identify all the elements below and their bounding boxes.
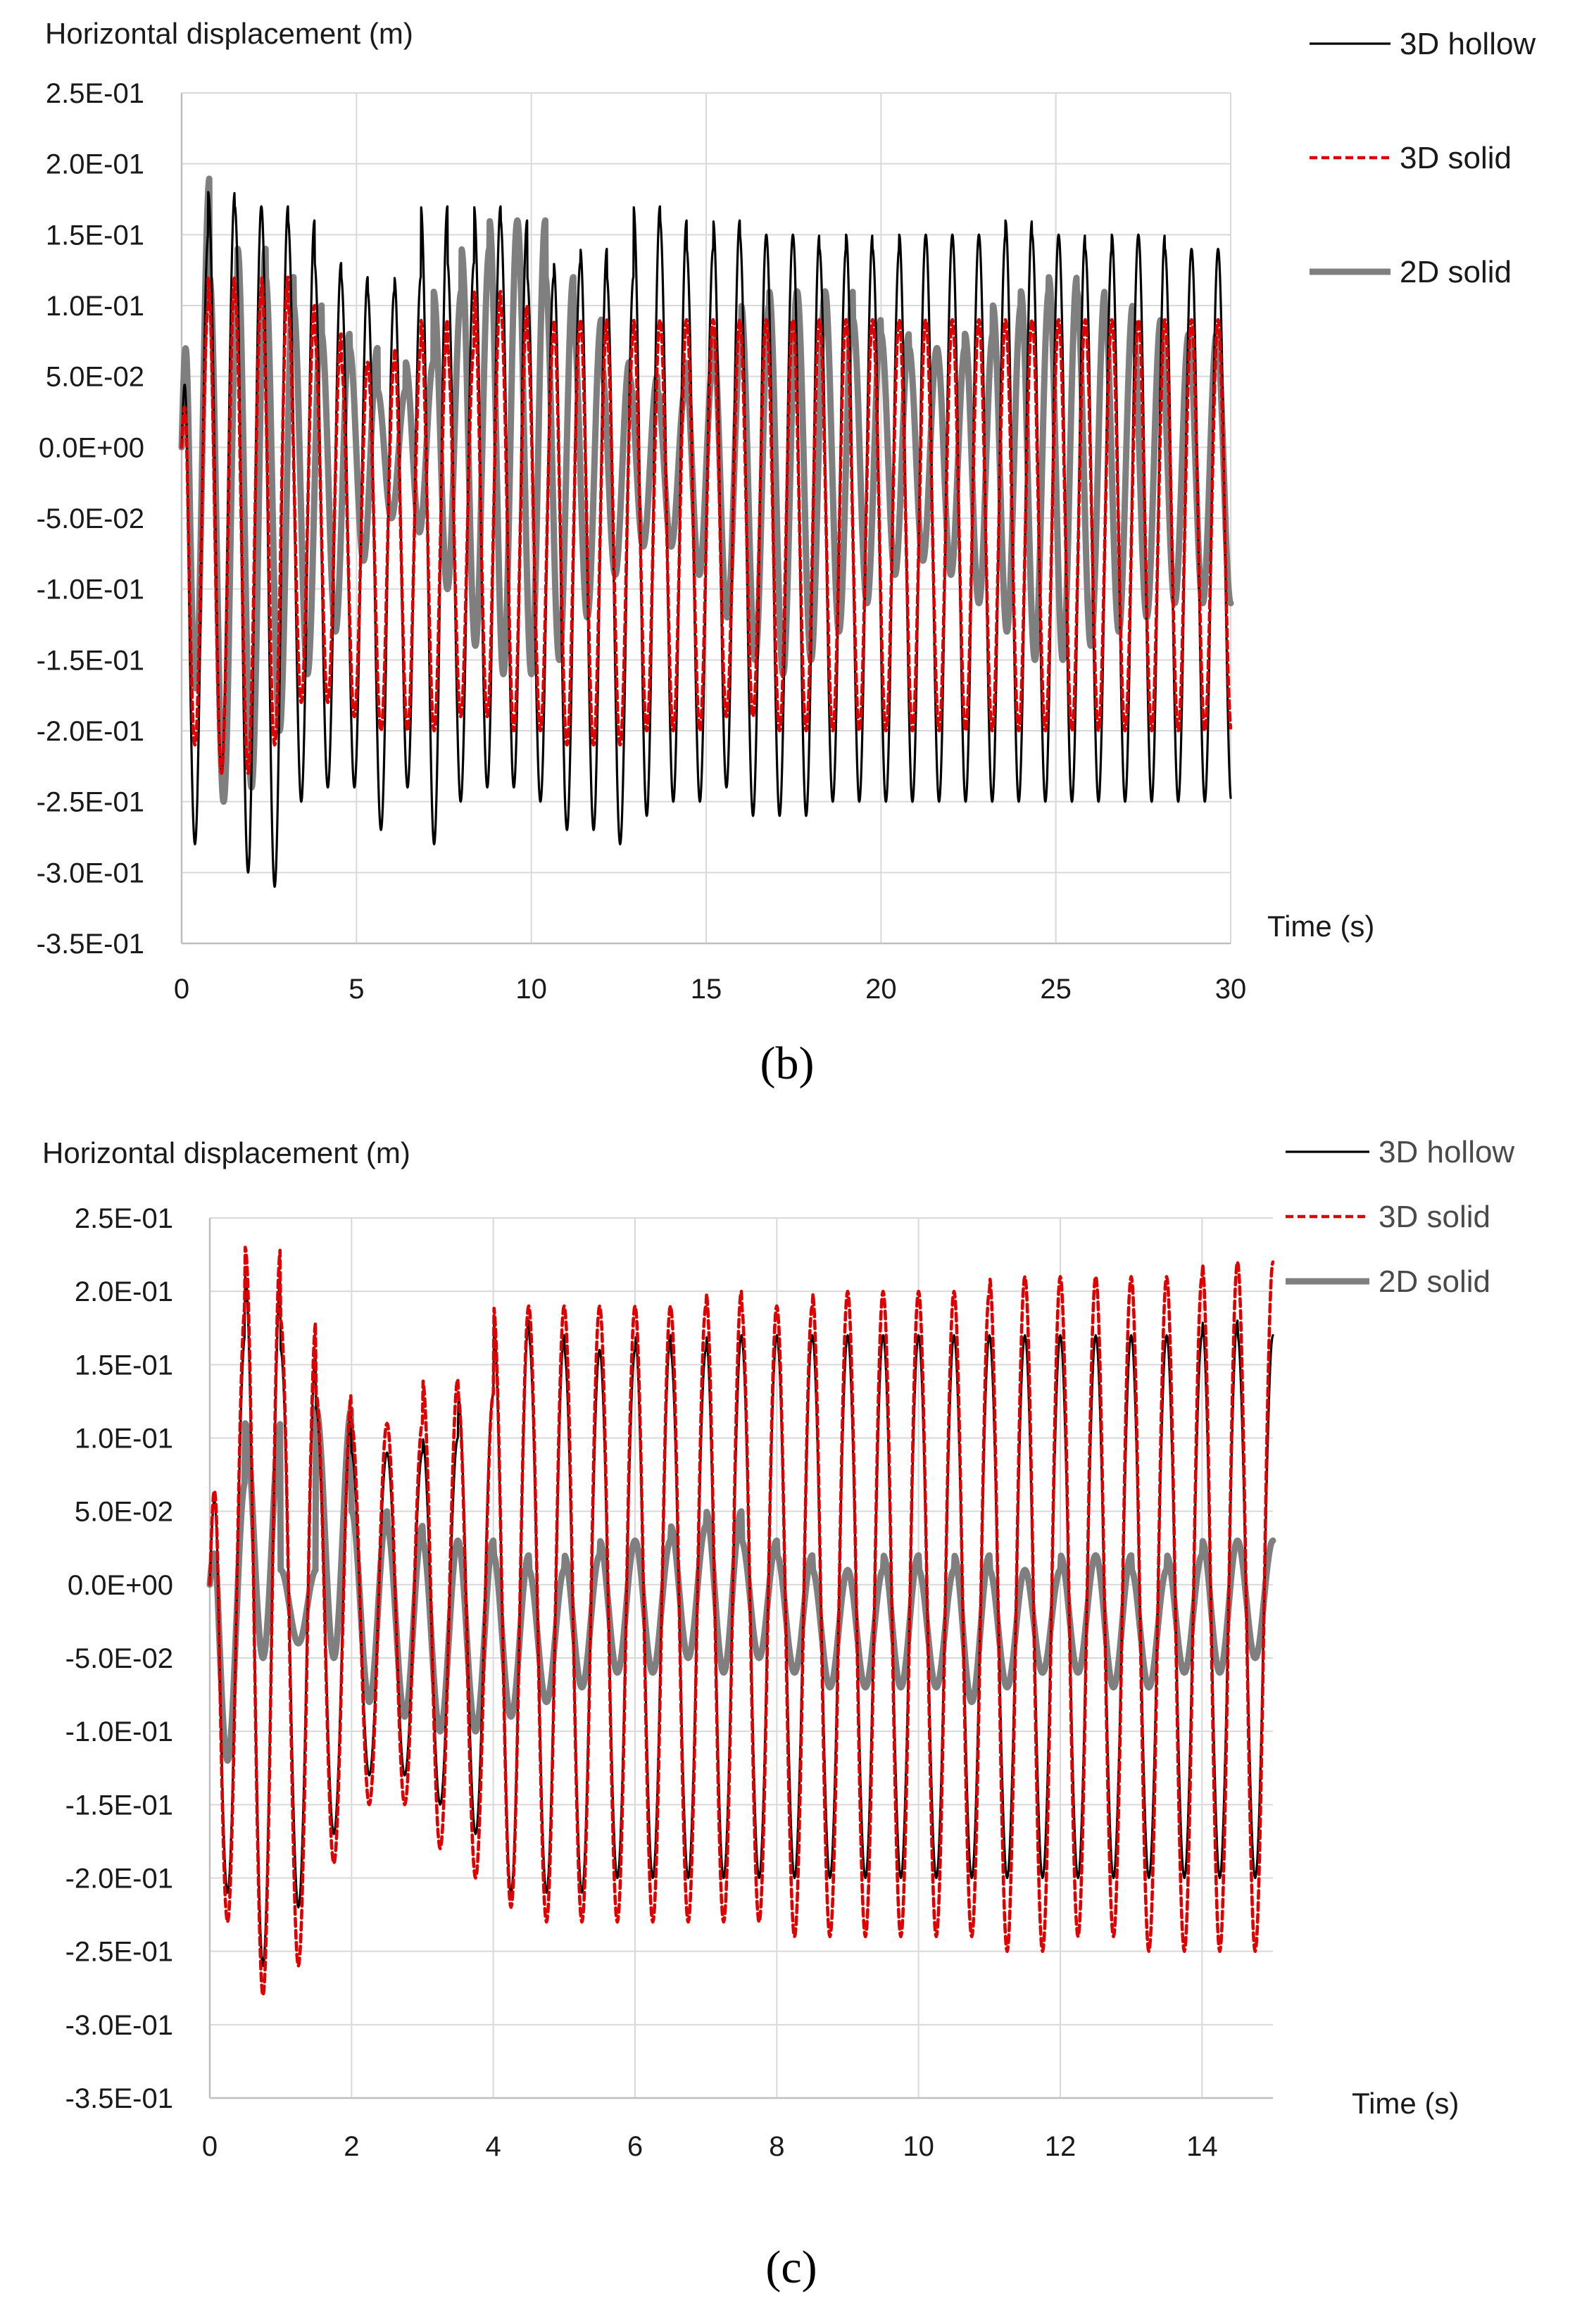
chart-c-x-axis-title: Time (s) (1352, 2087, 1459, 2120)
chart-b-y-tick-label: -2.0E-01 (37, 716, 144, 747)
chart-b-legend-label: 3D hollow (1400, 27, 1536, 61)
chart-c-y-tick-label: -3.5E-01 (65, 2083, 173, 2114)
chart-c: 2.5E-01 2.0E-01 1.5E-01 1.0E-01 5.0E-02 0.0E+… (42, 1135, 1514, 2293)
chart-b-y-tick-label: 5.0E-02 (46, 362, 144, 393)
chart-b-legend-label: 3D solid (1400, 141, 1512, 175)
chart-c-x-tick-label: 4 (486, 2131, 501, 2162)
chart-c-y-tick-label: -2.0E-01 (65, 1864, 173, 1895)
chart-b: 2.5E-01 2.0E-01 1.5E-01 1.0E-01 5.0E-02 0.0E+… (37, 17, 1536, 1089)
chart-c-series-3d-solid (208, 1245, 1275, 1997)
chart-c-series (206, 1245, 1276, 1997)
chart-c-y-tick-label: 5.0E-02 (75, 1497, 173, 1528)
chart-b-y-tick-label: -5.0E-02 (37, 503, 144, 534)
chart-c-axes (208, 1218, 1273, 2099)
chart-c-x-tick-label: 10 (903, 2131, 934, 2162)
chart-c-y-tick-label: -1.0E-01 (65, 1716, 173, 1747)
chart-b-y-tick-label: -1.0E-01 (37, 574, 144, 605)
chart-b-x-tick-label: 25 (1040, 974, 1072, 1005)
chart-c-y-tick-label: 0.0E+00 (68, 1570, 173, 1601)
chart-b-y-tick-label: -1.5E-01 (37, 645, 144, 676)
chart-b-x-tick-label: 30 (1215, 974, 1247, 1005)
chart-c-legend-label: 3D solid (1379, 1200, 1490, 1234)
chart-b-x-axis-title: Time (s) (1267, 910, 1374, 943)
chart-b-y-tick-label: -2.5E-01 (37, 787, 144, 818)
chart-c-series-2d-solid (206, 1405, 1276, 1764)
chart-b-x-tick-label: 10 (515, 974, 547, 1005)
chart-c-legend: 3D hollow 3D solid 2D solid (1286, 1135, 1514, 1299)
chart-c-y-tick-label: 1.0E-01 (75, 1424, 173, 1455)
chart-b-x-tick-label: 0 (174, 974, 189, 1005)
chart-c-y-tick-label: 2.0E-01 (75, 1276, 173, 1307)
chart-c-x-tick-label: 14 (1186, 2131, 1218, 2162)
chart-c-y-tick-label: -5.0E-02 (65, 1643, 173, 1674)
chart-b-axes (180, 93, 1231, 945)
chart-c-legend-label: 2D solid (1379, 1264, 1490, 1299)
chart-b-series-3d-solid (180, 275, 1233, 775)
chart-c-x-tick-label: 2 (344, 2131, 359, 2162)
chart-b-legend: 3D hollow 3D solid 2D solid (1310, 27, 1536, 289)
chart-c-y-tick-label: -1.5E-01 (65, 1790, 173, 1821)
chart-b-y-tick-label: -3.0E-01 (37, 858, 144, 888)
chart-c-y-tick-label: -3.0E-01 (65, 2010, 173, 2041)
chart-c-x-tick-label: 0 (202, 2131, 218, 2162)
chart-c-legend-label: 3D hollow (1379, 1135, 1514, 1169)
chart-c-y-tick-label: 1.5E-01 (75, 1350, 173, 1381)
chart-b-x-tick-label: 5 (349, 974, 364, 1005)
chart-b-y-tick-label: -3.5E-01 (37, 929, 144, 960)
chart-c-x-tick-label: 6 (627, 2131, 643, 2162)
chart-b-y-tick-label: 1.5E-01 (46, 220, 144, 251)
chart-c-y-axis-title: Horizontal displacement (m) (42, 1136, 410, 1169)
chart-b-x-tick-label: 15 (691, 974, 722, 1005)
chart-c-y-tick-label: -2.5E-01 (65, 1937, 173, 1968)
chart-b-x-tick-label: 20 (865, 974, 897, 1005)
chart-b-y-tick-label: 0.0E+00 (39, 432, 144, 463)
chart-c-grid (209, 1217, 1273, 2099)
chart-b-legend-label: 2D solid (1400, 255, 1512, 289)
chart-c-x-tick-label: 8 (769, 2131, 784, 2162)
chart-b-series-2d-solid (178, 175, 1234, 805)
chart-b-ticks: 2.5E-01 2.0E-01 1.5E-01 1.0E-01 5.0E-02 0.0E+… (37, 78, 1247, 1005)
chart-b-series (178, 175, 1234, 888)
chart-c-ticks: 2.5E-01 2.0E-01 1.5E-01 1.0E-01 5.0E-02 0.0E+… (65, 1203, 1218, 2162)
chart-b-y-tick-label: 2.5E-01 (46, 78, 144, 109)
chart-c-x-tick-label: 12 (1045, 2131, 1076, 2162)
chart-b-y-axis-title: Horizontal displacement (m) (45, 17, 413, 50)
chart-b-y-tick-label: 1.0E-01 (46, 291, 144, 322)
chart-b-panel-label: (b) (760, 1038, 815, 1089)
chart-c-series-3d-hollow (208, 1275, 1274, 1968)
chart-c-panel-label: (c) (765, 2242, 817, 2293)
chart-c-y-tick-label: 2.5E-01 (75, 1203, 173, 1234)
chart-b-y-tick-label: 2.0E-01 (46, 149, 144, 180)
